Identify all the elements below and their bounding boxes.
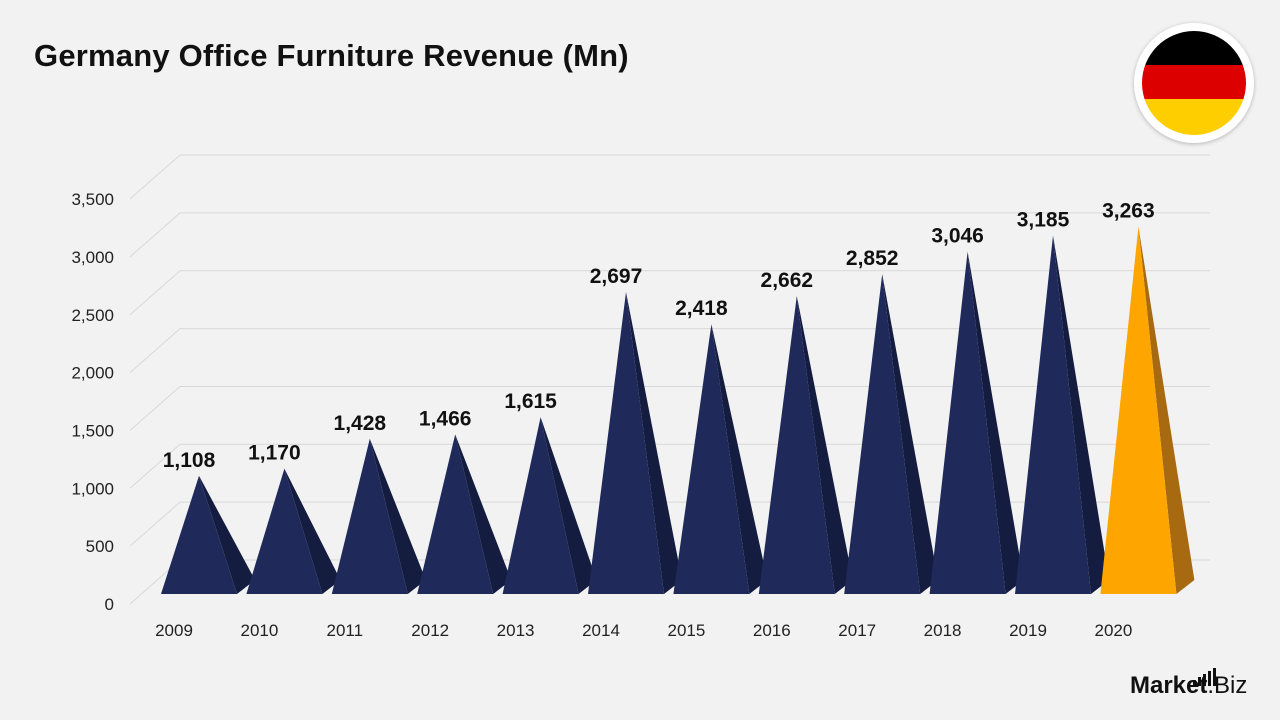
- gridline-diagonal: [129, 154, 181, 200]
- bar-2012: [417, 434, 512, 594]
- gridline-diagonal: [129, 386, 181, 431]
- x-tick-label: 2015: [667, 621, 705, 640]
- bar: [1015, 235, 1091, 595]
- bar-chart-icon: [1193, 668, 1216, 686]
- x-tick-label: 2018: [924, 621, 962, 640]
- bar-side: [796, 296, 853, 594]
- y-tick-label: 1,500: [71, 421, 114, 440]
- x-tick-label: 2011: [327, 621, 364, 640]
- bar-2013: [502, 417, 597, 594]
- bar-2018: [929, 251, 1024, 594]
- data-label: 2,662: [761, 269, 814, 292]
- chart-title: Germany Office Furniture Revenue (Mn): [34, 38, 629, 73]
- gridline-diagonal: [129, 270, 181, 316]
- bar-2019: [1015, 235, 1109, 595]
- bar-2015: [673, 324, 768, 594]
- data-label: 2,852: [846, 247, 899, 270]
- bar: [758, 296, 835, 594]
- bar-2014: [588, 291, 682, 594]
- bar: [673, 324, 750, 594]
- germany-flag-icon: [1134, 23, 1254, 143]
- market-biz-logo: Market.Biz: [1130, 672, 1247, 700]
- bar-side: [626, 291, 682, 594]
- bar-2017: [844, 274, 939, 594]
- data-label: 1,428: [334, 412, 387, 435]
- x-tick-label: 2019: [1009, 621, 1047, 640]
- x-tick-label: 2017: [838, 621, 876, 640]
- bar: [929, 251, 1006, 594]
- y-tick-label: 0: [105, 595, 114, 614]
- data-label: 1,170: [248, 442, 301, 465]
- gridline-diagonal: [129, 212, 181, 258]
- y-tick-label: 500: [86, 537, 114, 556]
- data-label: 3,185: [1017, 208, 1070, 231]
- bar-side: [284, 468, 341, 594]
- bar-2020: [1100, 226, 1195, 595]
- bar-side: [1053, 235, 1109, 595]
- gridline-diagonal: [129, 443, 181, 489]
- data-label: 1,108: [163, 449, 216, 472]
- bar: [331, 438, 408, 594]
- data-label: 1,615: [504, 390, 557, 413]
- bar-side: [967, 251, 1024, 594]
- x-tick-label: 2013: [497, 621, 535, 640]
- y-tick-label: 3,500: [71, 190, 114, 209]
- y-tick-label: 3,000: [71, 248, 114, 267]
- data-label: 2,418: [675, 297, 728, 320]
- bar-2016: [758, 296, 853, 594]
- bar: [844, 274, 921, 594]
- bar-side: [1138, 226, 1195, 595]
- bar-side: [199, 475, 255, 594]
- data-label: 3,263: [1102, 199, 1155, 222]
- bar-2010: [246, 468, 341, 594]
- bar: [161, 475, 237, 594]
- bar: [1100, 226, 1177, 595]
- x-tick-label: 2010: [240, 621, 278, 640]
- x-tick-label: 2020: [1094, 621, 1132, 640]
- x-tick-label: 2014: [582, 621, 620, 640]
- bar: [417, 434, 494, 594]
- bar-side: [882, 274, 939, 594]
- bar-2011: [331, 438, 426, 594]
- y-tick-label: 2,000: [71, 364, 114, 383]
- x-tick-label: 2016: [753, 621, 791, 640]
- y-tick-label: 2,500: [71, 306, 114, 325]
- data-label: 3,046: [931, 225, 984, 248]
- bar-2009: [161, 475, 255, 594]
- bar: [246, 468, 323, 594]
- bar-side: [455, 434, 512, 594]
- bar-side: [369, 438, 426, 594]
- bar-side: [711, 324, 768, 594]
- data-label: 1,466: [419, 407, 472, 430]
- x-tick-label: 2009: [155, 621, 193, 640]
- bar: [502, 417, 579, 594]
- bar-side: [540, 417, 597, 594]
- y-tick-label: 1,000: [71, 479, 114, 498]
- gridline-diagonal: [129, 501, 181, 547]
- gridline-diagonal: [129, 328, 181, 373]
- bar: [588, 291, 664, 594]
- x-tick-label: 2012: [411, 621, 449, 640]
- data-label: 2,697: [590, 265, 643, 288]
